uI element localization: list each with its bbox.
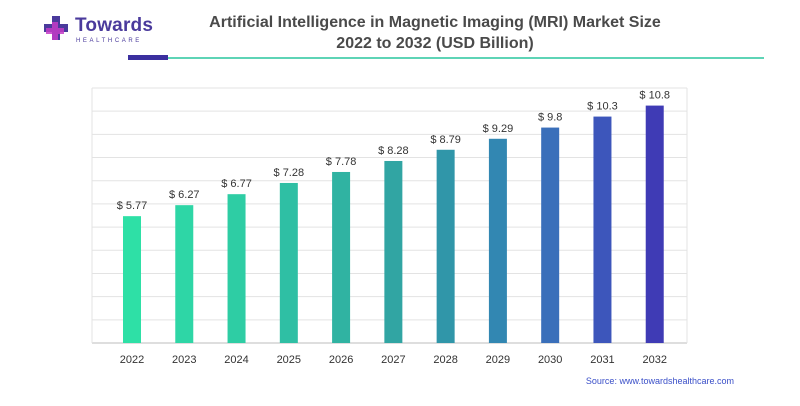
x-tick-label: 2025	[277, 354, 301, 366]
x-tick-label: 2023	[172, 354, 196, 366]
chart-title-line-1: Artificial Intelligence in Magnetic Imag…	[209, 14, 661, 31]
header-divider-accent	[128, 55, 168, 60]
data-label: $ 10.8	[639, 90, 670, 102]
x-tick-label: 2026	[329, 354, 353, 366]
data-label: $ 7.78	[326, 156, 357, 168]
header-divider	[128, 57, 764, 59]
x-tick-label: 2032	[642, 354, 666, 366]
chart-title: Artificial Intelligence in Magnetic Imag…	[185, 12, 685, 54]
data-label: $ 9.8	[538, 112, 562, 124]
data-label: $ 7.28	[274, 167, 305, 179]
bar	[123, 216, 141, 343]
bar	[384, 160, 403, 343]
bar	[436, 149, 455, 343]
bar	[645, 105, 664, 343]
brand-name: Towards	[75, 15, 154, 36]
data-label: $ 8.79	[430, 134, 461, 146]
source-note: Source: www.towardshealthcare.com	[585, 376, 734, 386]
x-tick-label: 2022	[120, 354, 144, 366]
brand-subtitle: HEALTHCARE	[76, 38, 142, 44]
bar	[332, 171, 351, 343]
x-tick-label: 2030	[538, 354, 562, 366]
bar	[488, 138, 507, 343]
x-tick-label: 2028	[433, 354, 457, 366]
data-label: $ 6.27	[169, 189, 200, 201]
bar	[541, 127, 560, 343]
bar	[279, 182, 298, 343]
data-label: $ 9.29	[483, 123, 514, 135]
brand-logo: Towards HEALTHCARE	[42, 14, 162, 48]
data-label: $ 5.77	[117, 200, 148, 212]
bar	[175, 205, 194, 343]
bar	[227, 194, 246, 343]
x-tick-label: 2024	[224, 354, 248, 366]
cross-logo-icon	[44, 16, 68, 40]
data-label: $ 8.28	[378, 145, 409, 157]
data-label: $ 6.77	[221, 178, 252, 190]
x-tick-label: 2027	[381, 354, 405, 366]
x-tick-label: 2031	[590, 354, 614, 366]
chart-title-line-2: 2022 to 2032 (USD Billion)	[336, 35, 534, 52]
data-label: $ 10.3	[587, 101, 618, 113]
x-tick-label: 2029	[486, 354, 510, 366]
bar	[593, 116, 612, 344]
